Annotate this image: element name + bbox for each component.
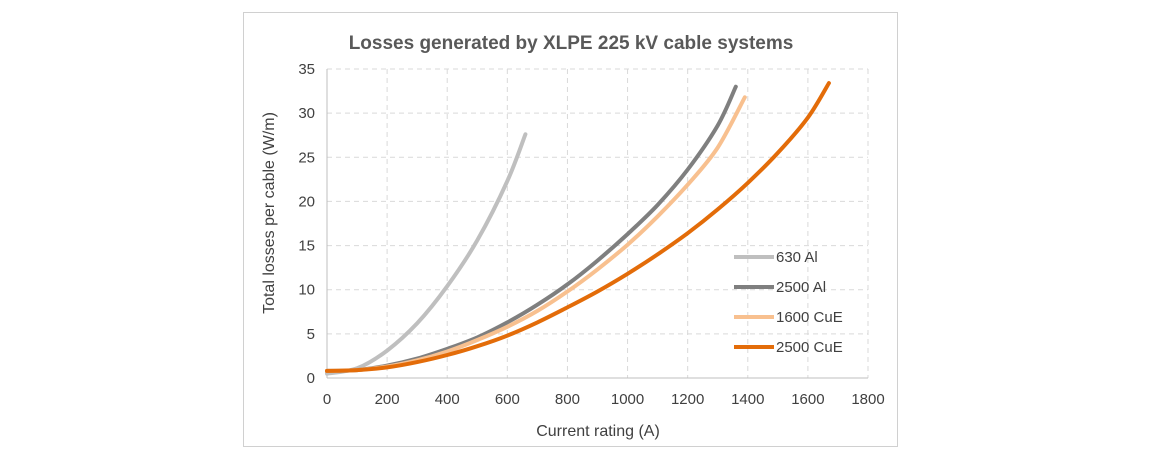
x-tick-label: 800 — [555, 391, 580, 408]
series-line-2500-cue — [325, 81, 831, 373]
chart-title: Losses generated by XLPE 225 kV cable sy… — [349, 33, 794, 54]
x-axis-label: Current rating (A) — [536, 423, 660, 440]
x-tick-label: 1000 — [611, 391, 644, 408]
x-tick-label: 1400 — [731, 391, 764, 408]
legend-label-2500-cue: 2500 CuE — [776, 339, 843, 356]
y-tick-labels: 0 5 10 15 20 25 30 35 — [298, 61, 315, 387]
series-lines — [325, 81, 831, 376]
x-tick-label: 600 — [495, 391, 520, 408]
x-tick-label: 400 — [435, 391, 460, 408]
y-axis-label: Total losses per cable (W/m) — [261, 112, 278, 314]
axes — [326, 69, 868, 379]
series-line-1600-cue — [325, 95, 747, 373]
x-tick-label: 200 — [375, 391, 400, 408]
y-tick-label: 15 — [298, 238, 315, 255]
x-tick-label: 1200 — [671, 391, 704, 408]
y-tick-label: 25 — [298, 149, 315, 166]
legend-label-2500-al: 2500 Al — [776, 279, 826, 296]
legend-label-630-al: 630 Al — [776, 249, 818, 266]
grid — [327, 68, 869, 378]
series-line-2500-al — [325, 84, 738, 373]
x-tick-label: 1800 — [851, 391, 884, 408]
x-tick-labels: 0 200 400 600 800 1000 1200 1400 1600 1800 — [323, 391, 885, 408]
y-tick-label: 10 — [298, 282, 315, 299]
legend: 630 Al 2500 Al 1600 CuE 2500 CuE — [734, 249, 843, 356]
series-line-630-al — [325, 132, 528, 376]
x-tick-label: 1600 — [791, 391, 824, 408]
y-tick-label: 20 — [298, 193, 315, 210]
chart-container: Losses generated by XLPE 225 kV cable sy… — [243, 12, 898, 447]
y-tick-label: 35 — [298, 61, 315, 78]
x-tick-label: 0 — [323, 391, 331, 408]
y-tick-label: 5 — [307, 326, 315, 343]
legend-label-1600-cue: 1600 CuE — [776, 309, 843, 326]
y-tick-label: 0 — [307, 370, 315, 387]
y-tick-label: 30 — [298, 105, 315, 122]
line-chart: Losses generated by XLPE 225 kV cable sy… — [261, 33, 885, 440]
